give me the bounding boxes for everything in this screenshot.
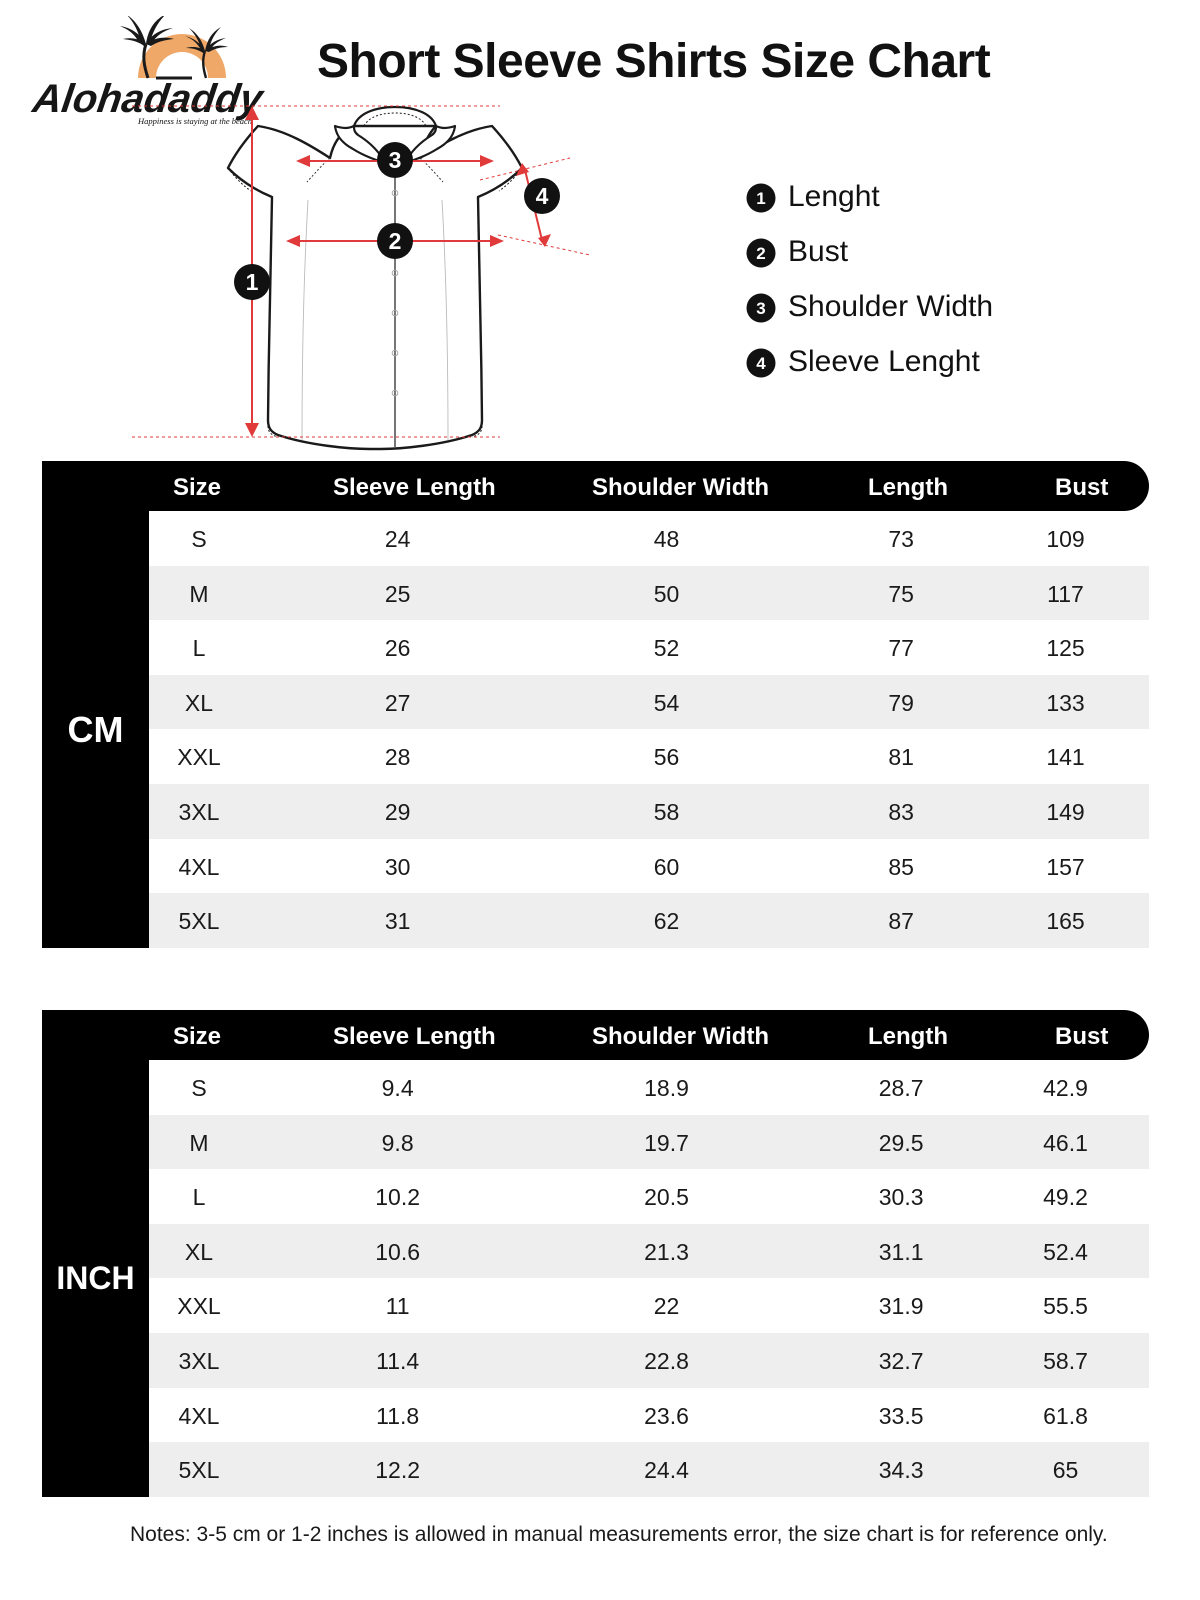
svg-text:3: 3: [756, 299, 765, 318]
svg-text:1: 1: [246, 269, 259, 295]
svg-text:3: 3: [389, 147, 402, 173]
svg-text:2: 2: [389, 228, 402, 254]
svg-text:2: 2: [756, 244, 765, 263]
svg-text:4: 4: [756, 354, 766, 373]
svg-text:4: 4: [536, 183, 549, 209]
svg-text:1: 1: [756, 189, 765, 208]
